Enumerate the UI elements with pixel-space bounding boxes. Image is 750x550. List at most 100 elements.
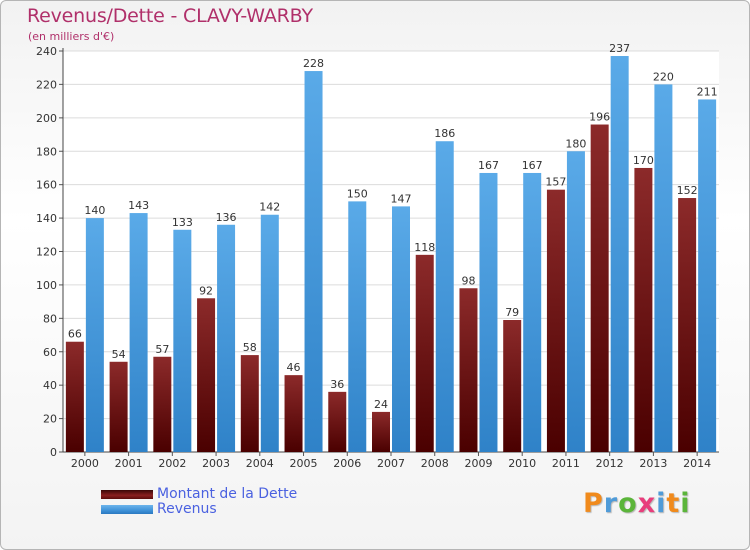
logo-letter: x [637, 488, 657, 519]
legend-item-revenue: Revenus [101, 502, 297, 517]
data-label-debt: 92 [199, 284, 213, 297]
x-tick-label: 2003 [202, 457, 230, 470]
bar-debt [503, 320, 522, 452]
bar-revenue [217, 224, 236, 452]
legend-item-debt: Montant de la Dette [101, 487, 297, 502]
bar-revenue [566, 151, 585, 452]
data-label-debt: 24 [374, 398, 388, 411]
data-label-revenue: 228 [303, 57, 324, 70]
y-tick-label: 40 [43, 379, 57, 392]
data-label-debt: 36 [330, 378, 344, 391]
bar-revenue [348, 201, 367, 452]
y-tick-label: 200 [36, 112, 57, 125]
logo-letter: P [583, 488, 604, 519]
data-label-revenue: 167 [478, 159, 499, 172]
legend-label-revenue: Revenus [157, 501, 217, 517]
data-label-debt: 170 [633, 154, 654, 167]
data-label-debt: 152 [677, 184, 698, 197]
bar-revenue [85, 218, 104, 452]
bar-debt [546, 189, 565, 452]
bar-debt [153, 356, 172, 452]
bar-debt [415, 254, 434, 452]
x-tick-label: 2010 [508, 457, 536, 470]
bar-revenue [435, 141, 454, 452]
bar-debt [197, 298, 216, 452]
x-tick-label: 2005 [290, 457, 318, 470]
data-label-revenue: 147 [391, 192, 412, 205]
bar-revenue [129, 213, 148, 452]
data-label-revenue: 186 [434, 127, 455, 140]
x-tick-label: 2008 [421, 457, 449, 470]
data-label-revenue: 150 [347, 187, 368, 200]
data-label-debt: 57 [155, 343, 169, 356]
bar-revenue [173, 229, 192, 452]
bar-revenue [392, 206, 410, 452]
y-tick-label: 240 [36, 45, 57, 58]
legend: Montant de la Dette Revenus [101, 487, 297, 517]
data-label-revenue: 180 [565, 137, 586, 150]
data-label-revenue: 211 [697, 85, 718, 98]
x-tick-label: 2011 [552, 457, 580, 470]
bar-debt [284, 375, 303, 452]
x-tick-label: 2009 [464, 457, 492, 470]
x-tick-label: 2001 [115, 457, 143, 470]
data-label-revenue: 142 [259, 201, 280, 214]
bar-debt [459, 288, 478, 452]
data-label-revenue: 167 [522, 159, 543, 172]
bar-debt [678, 198, 697, 452]
chart-subtitle: (en milliers d'€) [28, 30, 115, 43]
data-label-debt: 66 [68, 328, 82, 341]
data-label-revenue: 133 [172, 216, 193, 229]
bar-revenue [304, 71, 323, 453]
logo-letter: t [666, 488, 681, 519]
y-tick-label: 180 [36, 145, 57, 158]
y-tick-label: 20 [43, 413, 57, 426]
y-tick-label: 0 [50, 446, 57, 459]
x-tick-label: 2014 [683, 457, 711, 470]
logo-letter: r [603, 488, 619, 519]
bar-debt [372, 411, 390, 452]
bar-debt [240, 355, 259, 452]
x-tick-label: 2000 [71, 457, 99, 470]
proxiti-logo: Proxiti [583, 488, 691, 519]
x-tick-label: 2007 [377, 457, 405, 470]
data-label-revenue: 136 [216, 211, 237, 224]
bar-revenue [654, 84, 673, 453]
bar-revenue [698, 99, 717, 453]
data-label-revenue: 140 [84, 204, 105, 217]
y-tick-label: 60 [43, 346, 57, 359]
y-tick-label: 220 [36, 78, 57, 91]
legend-swatch-debt [101, 490, 153, 499]
bar-debt [634, 167, 653, 453]
chart-title: Revenus/Dette - CLAVY-WARBY [27, 5, 313, 27]
x-tick-label: 2002 [158, 457, 186, 470]
bar-revenue [260, 214, 279, 452]
data-label-debt: 79 [505, 306, 519, 319]
data-label-revenue: 220 [653, 70, 674, 83]
legend-label-debt: Montant de la Dette [157, 486, 298, 502]
bar-debt [65, 341, 84, 452]
y-tick-label: 80 [43, 312, 57, 325]
bar-revenue [610, 56, 629, 452]
data-label-debt: 98 [461, 274, 475, 287]
logo-letter: o [618, 488, 638, 519]
data-label-revenue: 237 [609, 42, 630, 55]
y-tick-label: 160 [36, 179, 57, 192]
x-tick-label: 2004 [246, 457, 274, 470]
logo-letter: i [680, 488, 691, 519]
bar-debt [109, 361, 128, 452]
data-label-debt: 58 [243, 341, 257, 354]
data-label-debt: 196 [589, 111, 610, 124]
y-tick-label: 140 [36, 212, 57, 225]
bar-revenue [523, 172, 542, 453]
x-tick-label: 2013 [639, 457, 667, 470]
bar-debt [590, 124, 609, 453]
data-label-revenue: 143 [128, 199, 149, 212]
x-tick-label: 2012 [596, 457, 624, 470]
logo-letter: i [656, 488, 667, 519]
data-label-debt: 46 [287, 361, 301, 374]
y-tick-label: 100 [36, 279, 57, 292]
legend-swatch-revenue [101, 505, 153, 514]
